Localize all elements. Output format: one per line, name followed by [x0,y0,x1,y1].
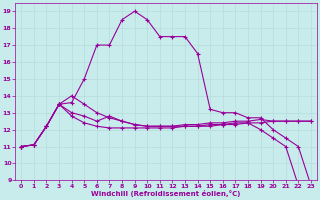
X-axis label: Windchill (Refroidissement éolien,°C): Windchill (Refroidissement éolien,°C) [92,190,241,197]
